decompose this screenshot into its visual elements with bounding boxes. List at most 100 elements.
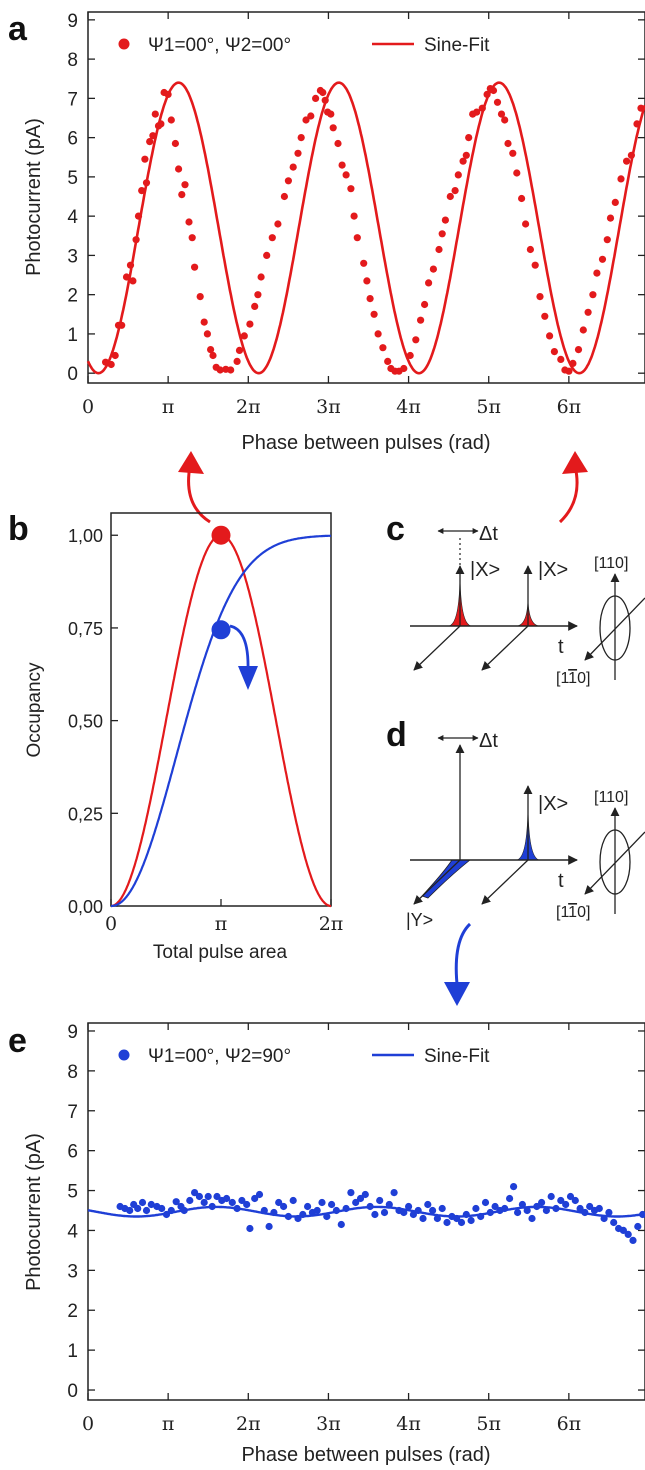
panel-b-letter: b bbox=[8, 510, 29, 548]
data-point bbox=[294, 149, 302, 157]
data-point bbox=[321, 96, 329, 104]
data-point bbox=[477, 1212, 485, 1221]
data-point bbox=[483, 90, 491, 98]
data-point bbox=[138, 1198, 147, 1207]
data-point bbox=[203, 330, 211, 338]
y-tick-label: 1,00 bbox=[68, 526, 103, 546]
y-tick-label: 2 bbox=[67, 286, 78, 307]
panel-d-letter: d bbox=[386, 716, 407, 754]
data-point bbox=[593, 269, 601, 277]
panel-e-legend: Ψ1=00°, Ψ2=90° Sine-Fit bbox=[118, 1046, 490, 1067]
data-point bbox=[457, 1218, 466, 1227]
panel-a-frame bbox=[87, 11, 645, 384]
data-point bbox=[438, 1204, 446, 1213]
panel-c-pulse-1-label: |X> bbox=[470, 559, 500, 581]
x-tick-label: 0 bbox=[105, 913, 117, 935]
panel-a-fit-line bbox=[86, 81, 645, 375]
data-point bbox=[518, 1200, 527, 1209]
panel-b-y-label: Occupancy bbox=[24, 662, 45, 758]
data-point bbox=[233, 357, 241, 365]
data-point bbox=[132, 236, 140, 244]
data-point bbox=[196, 293, 204, 301]
data-point bbox=[441, 216, 449, 224]
data-point bbox=[164, 90, 172, 98]
data-point bbox=[162, 1210, 171, 1219]
data-point bbox=[280, 1202, 288, 1211]
data-point bbox=[246, 320, 254, 328]
data-point bbox=[238, 1196, 246, 1205]
data-point bbox=[467, 1216, 475, 1225]
y-tick-label: 5 bbox=[67, 168, 78, 189]
data-point bbox=[366, 295, 374, 303]
data-point bbox=[284, 1212, 292, 1221]
data-point bbox=[486, 1208, 494, 1217]
data-point bbox=[363, 277, 371, 285]
data-point bbox=[565, 367, 573, 375]
x-tick-label: 3π bbox=[316, 1413, 341, 1435]
data-point bbox=[462, 1210, 470, 1219]
data-point bbox=[138, 187, 146, 195]
data-point bbox=[118, 321, 126, 329]
x-tick-label: 6π bbox=[557, 1413, 582, 1435]
data-point bbox=[550, 348, 559, 356]
data-point bbox=[204, 1192, 212, 1201]
data-point bbox=[405, 1202, 413, 1211]
data-point bbox=[186, 1196, 194, 1205]
data-point bbox=[185, 218, 193, 226]
y-tick-label: 7 bbox=[67, 89, 78, 110]
data-point bbox=[566, 1192, 575, 1201]
data-point bbox=[379, 344, 387, 352]
data-point bbox=[509, 1183, 518, 1191]
data-point bbox=[589, 291, 597, 299]
panel-a-points bbox=[102, 85, 645, 375]
data-point bbox=[610, 1218, 618, 1227]
panel-c-label-1m10: [110] bbox=[556, 670, 590, 687]
data-point bbox=[421, 300, 429, 309]
panel-a-legend-label-2: Sine-Fit bbox=[424, 35, 490, 56]
data-point bbox=[451, 187, 459, 195]
data-point bbox=[606, 214, 615, 222]
y-tick-label: 4 bbox=[67, 1221, 78, 1242]
data-point bbox=[562, 1200, 570, 1209]
y-tick-label: 6 bbox=[67, 1142, 78, 1163]
data-point bbox=[433, 1214, 441, 1223]
data-point bbox=[531, 261, 539, 269]
data-point bbox=[523, 1206, 531, 1215]
y-tick-label: 3 bbox=[67, 246, 78, 267]
data-point bbox=[207, 346, 215, 354]
data-point bbox=[297, 134, 305, 142]
panel-a-axes: 0 1 2 3 4 5 6 7 8 9 0 π 2π 3π 4π 5π 6π bbox=[67, 11, 645, 418]
data-point bbox=[454, 171, 462, 179]
data-point bbox=[504, 139, 512, 148]
panel-c-y-axis-2 bbox=[481, 625, 529, 671]
data-point bbox=[126, 1206, 134, 1215]
data-point bbox=[134, 1204, 142, 1213]
y-tick-label: 0,25 bbox=[68, 804, 103, 824]
data-point bbox=[493, 98, 502, 106]
data-point bbox=[337, 1220, 345, 1229]
data-point bbox=[328, 1200, 336, 1209]
data-point bbox=[552, 1204, 560, 1213]
y-tick-label: 8 bbox=[67, 50, 78, 71]
data-point bbox=[634, 1222, 642, 1231]
data-point bbox=[347, 1189, 355, 1197]
x-tick-label: π bbox=[162, 1413, 175, 1435]
data-point bbox=[557, 355, 565, 363]
data-point bbox=[446, 192, 454, 201]
data-point bbox=[611, 198, 619, 206]
data-point bbox=[380, 1208, 389, 1217]
panel-c-label-110: [110] bbox=[594, 555, 628, 572]
data-point bbox=[270, 1208, 278, 1217]
panel-a-legend: Ψ1=00°, Ψ2=00° Sine-Fit bbox=[118, 35, 490, 56]
data-point bbox=[506, 1194, 514, 1203]
data-point bbox=[240, 332, 248, 340]
data-point bbox=[459, 157, 467, 165]
data-point bbox=[390, 1189, 398, 1197]
x-tick-label: 6π bbox=[557, 396, 582, 418]
data-point bbox=[268, 234, 276, 242]
data-point bbox=[546, 332, 554, 340]
data-point bbox=[533, 1202, 541, 1211]
panel-c-pulse-2-label: |X> bbox=[538, 559, 568, 581]
data-point bbox=[178, 191, 186, 199]
